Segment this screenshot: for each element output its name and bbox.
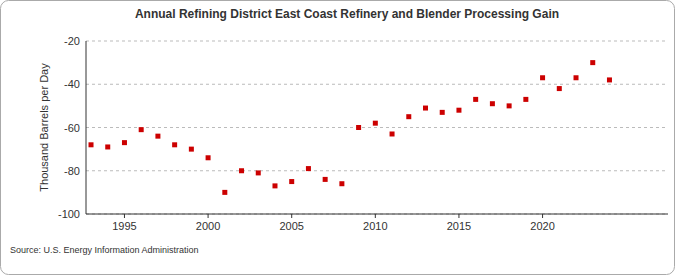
y-axis-label: Thousand Barrels per Day: [38, 63, 50, 192]
x-tick: [124, 214, 125, 218]
point: [105, 144, 110, 149]
x-tick: [458, 214, 459, 218]
point: [289, 179, 294, 184]
point: [440, 110, 445, 115]
x-tick-label: 2010: [363, 220, 387, 232]
frame: [1, 1, 675, 275]
point: [139, 127, 144, 132]
point: [473, 97, 478, 102]
y-axis: [86, 41, 87, 214]
x-tick-label: 2005: [279, 220, 303, 232]
point: [373, 121, 378, 126]
chart: Annual Refining District East Coast Refi…: [0, 0, 675, 275]
x-tick: [291, 214, 292, 218]
point: [590, 60, 595, 65]
point: [607, 77, 612, 82]
x-tick-label: 2015: [447, 220, 471, 232]
x-axis: [86, 214, 668, 215]
title: Annual Refining District East Coast Refi…: [135, 7, 559, 21]
point: [574, 75, 579, 80]
y-tick-label: -20: [64, 35, 80, 47]
point: [189, 147, 194, 152]
point: [356, 125, 361, 130]
point: [272, 183, 277, 188]
x-tick: [208, 214, 209, 218]
point: [122, 140, 127, 145]
grid-line: [86, 170, 668, 171]
source: Source: U.S. Energy Information Administ…: [10, 245, 199, 255]
point: [423, 106, 428, 111]
point: [390, 131, 395, 136]
point: [490, 101, 495, 106]
x-tick-label: 2020: [530, 220, 554, 232]
point: [256, 170, 261, 175]
point: [206, 155, 211, 160]
grid-line: [86, 127, 668, 128]
point: [155, 134, 160, 139]
grid-line: [86, 84, 668, 85]
x-tick: [542, 214, 543, 218]
point: [507, 103, 512, 108]
y-tick-label: -60: [64, 122, 80, 134]
y-tick-label: -100: [58, 208, 80, 220]
y-tick-label: -40: [64, 78, 80, 90]
x-tick: [375, 214, 376, 218]
y-tick-label: -80: [64, 165, 80, 177]
point: [323, 177, 328, 182]
point: [557, 86, 562, 91]
point: [523, 97, 528, 102]
point: [456, 108, 461, 113]
points: [89, 60, 612, 195]
x-tick-label: 1995: [112, 220, 136, 232]
point: [339, 181, 344, 186]
grid-line: [86, 214, 668, 215]
x-tick-label: 2000: [196, 220, 220, 232]
point: [172, 142, 177, 147]
point: [222, 190, 227, 195]
point: [239, 168, 244, 173]
point: [89, 142, 94, 147]
point: [540, 75, 545, 80]
point: [406, 114, 411, 119]
point: [306, 166, 311, 171]
grid-line: [86, 41, 668, 42]
